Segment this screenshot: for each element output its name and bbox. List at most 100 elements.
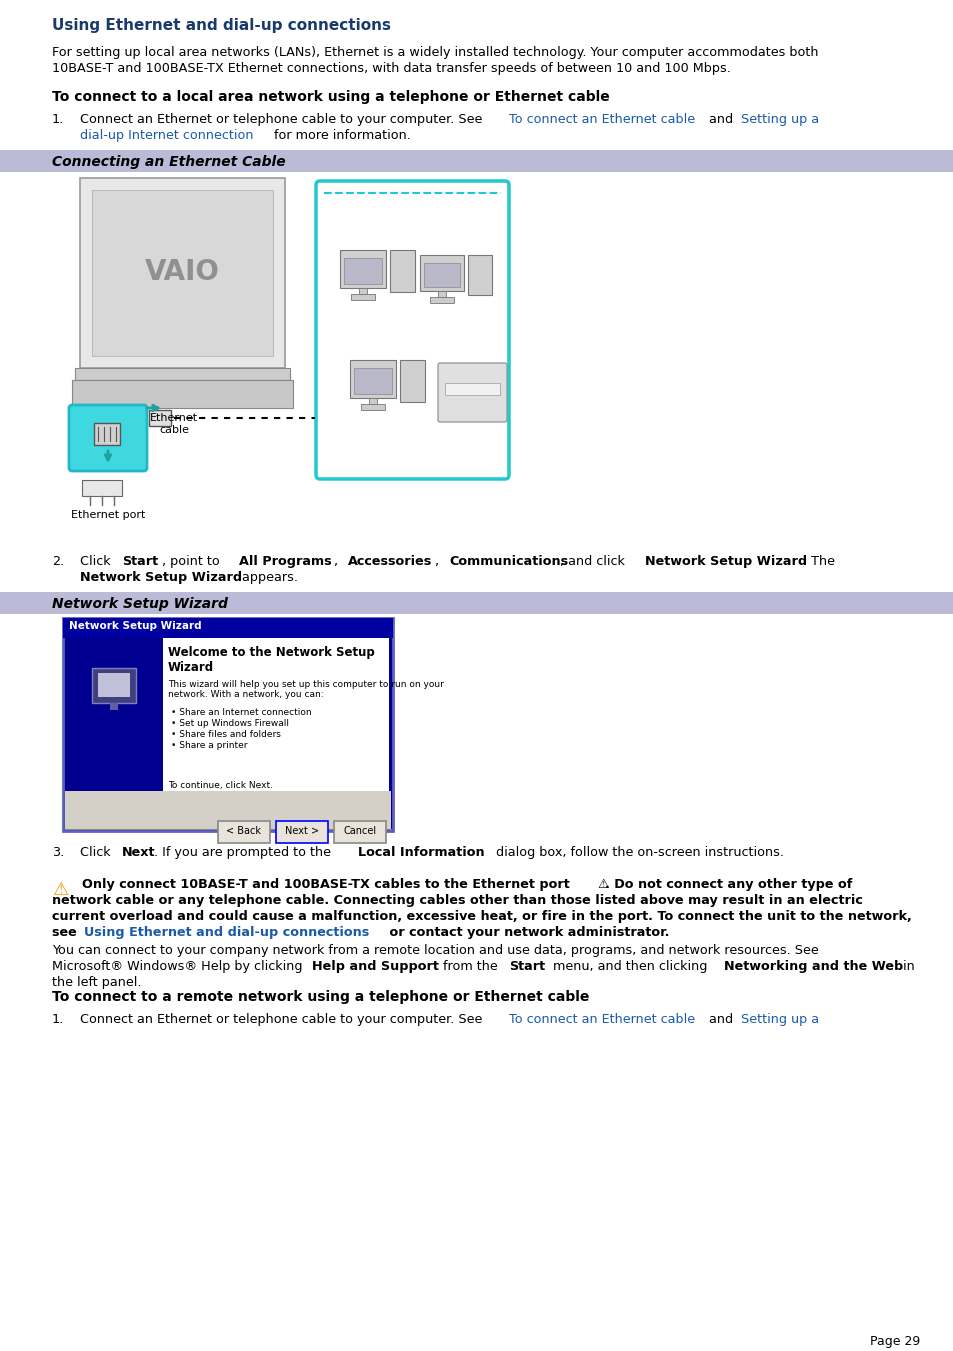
Bar (354, 367, 392, 394)
Bar (65, 790, 391, 830)
Text: Next: Next (122, 846, 155, 859)
Text: and: and (704, 113, 737, 126)
Text: • Set up Windows Firewall: • Set up Windows Firewall (171, 719, 289, 728)
Text: ,: , (334, 555, 342, 567)
Text: < Back: < Back (226, 825, 261, 836)
Bar (91, 667, 136, 703)
Text: . Do not connect any other type of: . Do not connect any other type of (604, 878, 851, 892)
Bar (65, 638, 163, 790)
Text: To connect an Ethernet cable: To connect an Ethernet cable (508, 113, 694, 126)
Bar (0, 592, 953, 613)
Text: Connecting an Ethernet Cable: Connecting an Ethernet Cable (52, 155, 285, 169)
Text: Next >: Next > (285, 825, 318, 836)
Text: To continue, click Next.: To continue, click Next. (168, 781, 273, 790)
Bar (63, 617, 393, 831)
Text: 2.: 2. (52, 555, 64, 567)
Bar (360, 404, 385, 409)
Text: Communications: Communications (449, 555, 568, 567)
Bar (339, 250, 386, 288)
Text: see: see (52, 925, 81, 939)
Bar (468, 255, 492, 295)
Bar (358, 288, 367, 295)
Bar (351, 295, 375, 300)
Bar (399, 359, 424, 403)
Text: 1.: 1. (52, 113, 64, 126)
Text: . The: . The (802, 555, 834, 567)
Text: 10BASE-T and 100BASE-TX Ethernet connections, with data transfer speeds of betwe: 10BASE-T and 100BASE-TX Ethernet connect… (52, 62, 730, 76)
Text: ⚠: ⚠ (52, 881, 68, 898)
Bar (98, 673, 130, 697)
Bar (0, 150, 953, 172)
Bar (75, 367, 290, 380)
Text: For setting up local area networks (LANs), Ethernet is a widely installed techno: For setting up local area networks (LANs… (52, 46, 818, 59)
Bar (430, 297, 454, 303)
Bar (80, 178, 285, 367)
Text: in: in (898, 961, 913, 973)
Text: This wizard will help you set up this computer to run on your
network. With a ne: This wizard will help you set up this co… (168, 680, 443, 700)
Text: All Programs: All Programs (239, 555, 332, 567)
Text: Welcome to the Network Setup
Wizard: Welcome to the Network Setup Wizard (168, 646, 375, 674)
Text: To connect to a local area network using a telephone or Ethernet cable: To connect to a local area network using… (52, 91, 609, 104)
Text: Accessories: Accessories (348, 555, 432, 567)
Text: ⚠: ⚠ (597, 878, 608, 892)
Bar (444, 382, 499, 394)
Bar (71, 380, 293, 408)
Text: dial-up Internet connection: dial-up Internet connection (80, 128, 253, 142)
Bar (110, 703, 118, 711)
Text: Local Information: Local Information (357, 846, 484, 859)
Bar (91, 190, 273, 357)
Text: Connect an Ethernet or telephone cable to your computer. See: Connect an Ethernet or telephone cable t… (80, 1013, 486, 1025)
Text: the left panel.: the left panel. (52, 975, 141, 989)
Text: Ethernet
cable: Ethernet cable (150, 413, 198, 435)
Text: or contact your network administrator.: or contact your network administrator. (384, 925, 668, 939)
Text: , and click: , and click (559, 555, 629, 567)
Text: Network Setup Wizard: Network Setup Wizard (69, 621, 201, 631)
Text: Click: Click (80, 555, 114, 567)
FancyBboxPatch shape (69, 405, 147, 471)
Text: Click: Click (80, 846, 114, 859)
Text: ,: , (435, 555, 443, 567)
Bar (275, 821, 328, 843)
Text: Cancel: Cancel (343, 825, 376, 836)
Text: appears.: appears. (238, 571, 298, 584)
Bar (334, 821, 386, 843)
Text: Only connect 10BASE-T and 100BASE-TX cables to the Ethernet port: Only connect 10BASE-T and 100BASE-TX cab… (82, 878, 574, 892)
Text: 3.: 3. (52, 846, 64, 859)
Text: 1.: 1. (52, 1013, 64, 1025)
Text: Setting up a: Setting up a (740, 1013, 818, 1025)
Text: • Share files and folders: • Share files and folders (171, 730, 280, 739)
Text: network cable or any telephone cable. Connecting cables other than those listed : network cable or any telephone cable. Co… (52, 894, 862, 907)
Text: • Share an Internet connection: • Share an Internet connection (171, 708, 312, 717)
Text: Networking and the Web: Networking and the Web (723, 961, 902, 973)
Text: Network Setup Wizard: Network Setup Wizard (644, 555, 806, 567)
Text: Start: Start (509, 961, 544, 973)
Text: Start: Start (122, 555, 158, 567)
Bar (437, 290, 446, 297)
Text: and: and (704, 1013, 737, 1025)
Bar (369, 399, 376, 404)
Bar (149, 409, 171, 426)
Text: Microsoft® Windows® Help by clicking: Microsoft® Windows® Help by clicking (52, 961, 306, 973)
Text: To connect to a remote network using a telephone or Ethernet cable: To connect to a remote network using a t… (52, 990, 589, 1004)
Text: To connect an Ethernet cable: To connect an Ethernet cable (508, 1013, 694, 1025)
Text: for more information.: for more information. (270, 128, 410, 142)
Text: Using Ethernet and dial-up connections: Using Ethernet and dial-up connections (84, 925, 369, 939)
Bar (163, 638, 389, 790)
Text: Help and Support: Help and Support (312, 961, 438, 973)
FancyBboxPatch shape (437, 363, 506, 422)
Text: Setting up a: Setting up a (740, 113, 818, 126)
Text: current overload and could cause a malfunction, excessive heat, or fire in the p: current overload and could cause a malfu… (52, 911, 911, 923)
Bar (344, 258, 381, 284)
Text: dialog box, follow the on-screen instructions.: dialog box, follow the on-screen instruc… (492, 846, 783, 859)
Text: Using Ethernet and dial-up connections: Using Ethernet and dial-up connections (52, 18, 391, 32)
Text: . If you are prompted to the: . If you are prompted to the (153, 846, 335, 859)
Bar (218, 821, 270, 843)
Bar (419, 255, 463, 290)
Text: menu, and then clicking: menu, and then clicking (548, 961, 710, 973)
Text: Network Setup Wizard: Network Setup Wizard (80, 571, 242, 584)
Text: from the: from the (438, 961, 501, 973)
Bar (390, 250, 415, 292)
Text: Ethernet port: Ethernet port (71, 509, 145, 520)
Bar (63, 617, 393, 638)
Bar (94, 423, 120, 444)
